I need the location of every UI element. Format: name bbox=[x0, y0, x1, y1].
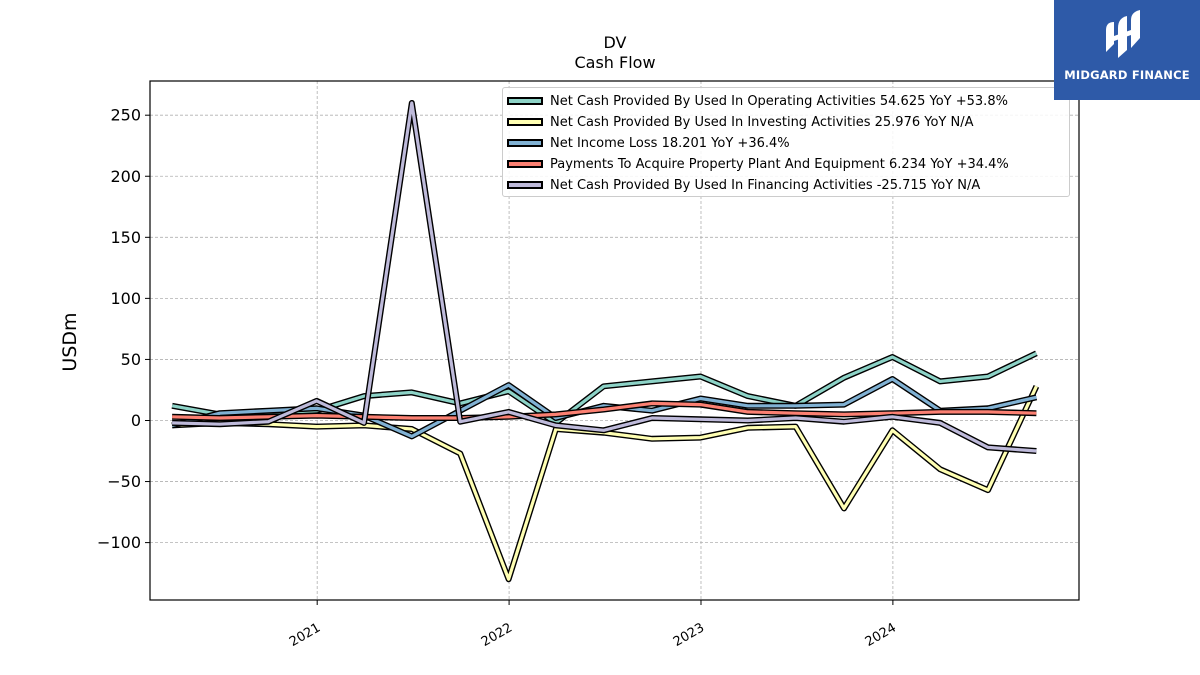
y-tick-label: 50 bbox=[121, 350, 141, 369]
legend-label: Net Cash Provided By Used In Operating A… bbox=[550, 93, 1008, 109]
legend-label: Payments To Acquire Property Plant And E… bbox=[550, 156, 1009, 172]
midgard-finance-logo-icon bbox=[1106, 10, 1140, 58]
legend-swatch bbox=[507, 139, 543, 147]
legend-item: Net Cash Provided By Used In Operating A… bbox=[507, 92, 1008, 110]
y-tick-label: 100 bbox=[110, 289, 141, 308]
legend-label: Net Cash Provided By Used In Financing A… bbox=[550, 177, 981, 193]
plot-frame bbox=[149, 80, 1080, 601]
legend-item: Net Cash Provided By Used In Investing A… bbox=[507, 113, 974, 131]
legend-swatch bbox=[507, 181, 543, 189]
series-line bbox=[172, 401, 1037, 420]
y-tick-label: 150 bbox=[110, 228, 141, 247]
series-line bbox=[172, 101, 1037, 453]
chart-title-line-2: Cash Flow bbox=[574, 53, 656, 72]
legend-item: Net Income Loss 18.201 YoY +36.4% bbox=[507, 134, 790, 152]
y-tick-label: 250 bbox=[110, 106, 141, 125]
x-tick-label: 2022 bbox=[479, 620, 515, 650]
legend-swatch bbox=[507, 160, 543, 168]
y-tick-label: −100 bbox=[97, 533, 141, 552]
logo-text: MIDGARD FINANCE bbox=[1064, 68, 1190, 82]
series-line bbox=[171, 377, 1037, 438]
y-tick-label: 200 bbox=[110, 167, 141, 186]
y-tick-label: −50 bbox=[107, 472, 141, 491]
x-tick-label: 2023 bbox=[671, 620, 707, 650]
x-tick-label: 2021 bbox=[287, 620, 323, 650]
legend-item: Payments To Acquire Property Plant And E… bbox=[507, 155, 1009, 173]
legend-swatch bbox=[507, 118, 543, 126]
x-tick-label: 2024 bbox=[863, 620, 899, 650]
legend-label: Net Cash Provided By Used In Investing A… bbox=[550, 114, 974, 130]
chart-legend: Net Cash Provided By Used In Operating A… bbox=[502, 87, 1070, 197]
brand-logo: MIDGARD FINANCE bbox=[1054, 0, 1200, 100]
legend-swatch bbox=[507, 97, 543, 105]
y-axis-ticks: 250 200 150 100 50 0 −50 −100 bbox=[97, 106, 150, 552]
legend-item: Net Cash Provided By Used In Financing A… bbox=[507, 176, 980, 194]
x-axis-ticks: 2021 2022 2023 2024 bbox=[287, 600, 899, 650]
y-tick-label: 0 bbox=[131, 411, 141, 430]
legend-label: Net Income Loss 18.201 YoY +36.4% bbox=[550, 135, 790, 151]
series-lines bbox=[171, 100, 1040, 583]
y-axis-label: USDm bbox=[59, 312, 81, 371]
chart-title-line-1: DV bbox=[603, 33, 627, 52]
